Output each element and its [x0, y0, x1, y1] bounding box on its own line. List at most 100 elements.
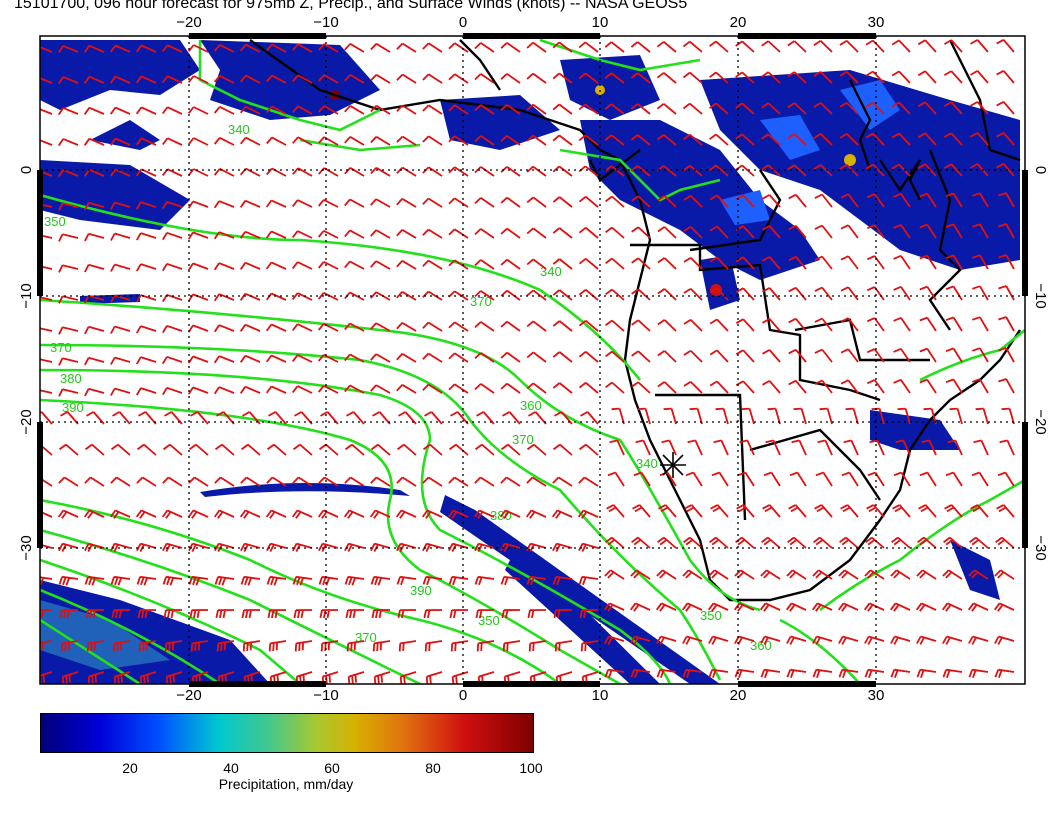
wind-barb	[476, 411, 495, 425]
wind-barb	[893, 347, 911, 363]
wind-barb	[943, 39, 963, 53]
wind-barb	[526, 476, 547, 487]
wind-barb	[761, 133, 781, 146]
wind-barb	[397, 609, 417, 619]
wind-barb	[87, 671, 105, 684]
wind-barb	[422, 290, 443, 301]
wind-barb	[213, 293, 235, 302]
wind-barb	[814, 193, 833, 208]
wind-barb	[291, 354, 313, 363]
wind-barb	[526, 289, 547, 301]
wind-barb	[526, 103, 547, 115]
wind-barb	[526, 258, 547, 270]
wind-barb	[448, 443, 469, 456]
wind-barb	[552, 41, 573, 53]
wind-barb	[763, 471, 781, 487]
wind-barb	[318, 74, 339, 84]
wind-barb	[998, 378, 1015, 394]
lon-label: 20	[730, 14, 747, 31]
wind-barb	[578, 134, 599, 146]
wind-barb	[422, 476, 443, 487]
wind-barb	[213, 231, 235, 240]
wind-barb	[917, 39, 937, 53]
wind-barb	[682, 40, 703, 53]
wind-barb	[213, 136, 235, 146]
wind-barb	[59, 609, 79, 619]
wind-barb	[578, 195, 599, 208]
wind-barb	[709, 40, 729, 53]
wind-barb	[917, 70, 937, 84]
wind-barb	[370, 384, 391, 394]
lat-label: −20	[18, 409, 35, 434]
wind-barb	[474, 228, 495, 239]
wind-barb	[370, 476, 391, 487]
wind-barb	[291, 385, 313, 394]
wind-barb	[474, 73, 495, 84]
wind-barb	[787, 133, 807, 146]
lon-label: 30	[868, 687, 885, 700]
wind-barb	[474, 321, 495, 332]
wind-barb	[552, 320, 573, 332]
wind-barb	[762, 194, 781, 208]
wind-barb	[656, 569, 677, 580]
wind-barb	[968, 668, 989, 679]
wind-barb	[843, 439, 859, 456]
wind-barb	[318, 476, 339, 487]
wind-barb	[84, 263, 105, 273]
wind-barb	[945, 285, 963, 301]
wind-barb	[500, 320, 521, 332]
wind-barb	[814, 348, 833, 363]
wind-barb	[240, 476, 261, 487]
wind-barb	[110, 476, 131, 487]
lon-label: 20	[730, 687, 747, 700]
wind-barb	[683, 256, 703, 270]
lon-label: 0	[459, 14, 467, 31]
wind-barb	[604, 134, 625, 146]
wind-barb	[83, 44, 105, 53]
wind-barb	[136, 232, 157, 241]
wind-barb	[240, 105, 261, 115]
lon-label: 10	[592, 687, 609, 700]
wind-barb	[135, 44, 157, 53]
colorbar-tick: 60	[324, 760, 340, 776]
wind-barb	[265, 230, 287, 239]
lat-label: −20	[1032, 409, 1049, 434]
wind-barb	[474, 290, 495, 301]
wind-barb	[370, 42, 391, 53]
wind-barb	[162, 355, 183, 365]
wind-barb	[603, 602, 625, 612]
wind-barb	[709, 133, 729, 146]
wind-barb	[895, 439, 911, 456]
wind-barb	[999, 439, 1015, 456]
wind-barb	[814, 379, 833, 394]
wind-barb	[240, 443, 261, 456]
lon-label: 30	[868, 14, 885, 31]
contour-label: 350	[478, 613, 500, 628]
wind-barb	[58, 233, 79, 242]
wind-barb	[188, 575, 209, 586]
wind-barb	[110, 356, 131, 365]
wind-barb	[892, 504, 911, 518]
wind-barb	[709, 164, 729, 177]
wind-barb	[187, 386, 209, 395]
wind-barb	[448, 575, 469, 586]
wind-barb	[396, 322, 417, 332]
wind-barb	[657, 536, 677, 549]
wind-barb	[317, 260, 339, 270]
wind-barb	[187, 509, 209, 519]
wind-barb	[188, 542, 209, 553]
wind-barb	[266, 476, 287, 487]
wind-barb	[919, 223, 937, 239]
wind-barb	[265, 323, 287, 332]
wind-barb	[265, 199, 287, 208]
wind-barb	[735, 40, 755, 53]
wind-barb	[346, 411, 365, 425]
wind-barb	[40, 46, 53, 53]
wind-barb	[422, 104, 443, 115]
wind-barb	[448, 259, 469, 270]
wind-barb	[891, 70, 911, 84]
wind-barb	[242, 640, 261, 652]
wind-barb	[499, 509, 521, 519]
lat-label: −10	[1032, 283, 1049, 308]
wind-barb	[139, 671, 157, 684]
